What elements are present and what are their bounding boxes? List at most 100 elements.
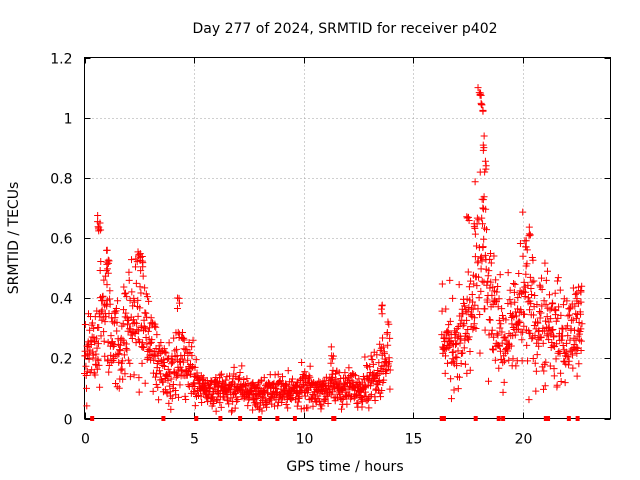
data-point	[234, 387, 241, 395]
data-point	[566, 336, 574, 344]
y-tick-label: 0.2	[50, 352, 72, 368]
data-point	[148, 336, 156, 344]
data-point	[386, 366, 394, 374]
data-point	[282, 400, 290, 408]
axis-ticks	[84, 57, 611, 420]
data-point	[577, 325, 585, 333]
data-point	[172, 373, 180, 381]
data-point	[216, 371, 224, 379]
x-tick-label: 15	[405, 432, 423, 448]
data-point	[477, 253, 485, 261]
data-point	[102, 313, 110, 321]
data-point	[514, 294, 522, 302]
data-point	[498, 305, 506, 313]
data-point	[107, 332, 115, 340]
data-point	[135, 374, 143, 382]
x-axis-label: GPS time / hours	[286, 459, 403, 475]
data-point	[456, 339, 464, 347]
data-point	[83, 402, 91, 410]
data-point	[191, 363, 199, 371]
data-point	[96, 266, 104, 274]
data-point	[125, 268, 133, 276]
data-point	[521, 293, 529, 301]
data-point	[571, 290, 579, 298]
data-point	[528, 278, 536, 286]
zero-marker	[292, 416, 297, 421]
data-point	[98, 316, 106, 324]
data-point	[253, 400, 261, 408]
data-point	[118, 365, 126, 373]
data-point	[543, 267, 551, 275]
data-point	[95, 361, 103, 369]
data-point	[479, 220, 487, 228]
data-point	[157, 339, 165, 347]
data-point	[498, 339, 506, 347]
data-point	[103, 246, 111, 254]
data-point	[306, 362, 314, 370]
data-point	[536, 314, 544, 322]
data-point	[293, 402, 301, 410]
data-point	[511, 331, 519, 339]
data-point	[480, 278, 488, 286]
data-point	[230, 363, 238, 371]
data-point	[550, 372, 558, 380]
data-point	[260, 374, 268, 382]
data-point	[516, 240, 524, 248]
data-point	[267, 394, 275, 402]
data-point	[155, 367, 163, 375]
data-point	[477, 287, 485, 295]
data-point	[115, 350, 123, 358]
data-point	[336, 395, 344, 403]
data-point	[135, 338, 143, 346]
data-point	[485, 377, 493, 385]
data-point	[530, 311, 538, 319]
data-point	[551, 289, 559, 297]
data-point	[125, 276, 133, 284]
data-point	[183, 371, 191, 379]
data-point	[128, 334, 136, 342]
data-point	[328, 355, 336, 363]
data-point	[557, 311, 565, 319]
data-point	[487, 259, 495, 267]
data-point	[153, 331, 161, 339]
data-point	[533, 301, 541, 309]
data-point	[187, 370, 195, 378]
data-point	[114, 297, 122, 305]
data-point	[499, 388, 507, 396]
data-point	[438, 280, 446, 288]
data-point	[159, 361, 167, 369]
data-point	[532, 387, 540, 395]
data-point	[146, 346, 154, 354]
data-point	[568, 345, 576, 353]
data-point	[552, 355, 560, 363]
data-point	[504, 299, 512, 307]
y-tick-label: 0.6	[50, 232, 72, 248]
data-point	[139, 272, 147, 280]
data-point	[97, 332, 105, 340]
data-point	[573, 372, 581, 380]
data-point	[378, 387, 386, 395]
data-point	[567, 304, 575, 312]
zero-marker	[161, 416, 166, 421]
data-point	[541, 317, 549, 325]
zero-marker	[496, 416, 501, 421]
data-point	[373, 351, 381, 359]
data-point	[478, 101, 486, 109]
data-point	[198, 398, 206, 406]
data-point	[510, 288, 518, 296]
data-point	[527, 285, 535, 293]
data-point	[555, 303, 563, 311]
data-point	[85, 349, 93, 357]
data-point	[462, 330, 470, 338]
data-point	[457, 335, 465, 343]
data-point	[328, 352, 336, 360]
data-point	[341, 369, 349, 377]
data-point	[481, 251, 489, 259]
data-point	[112, 379, 120, 387]
data-point	[96, 383, 104, 391]
zero-marker	[194, 416, 199, 421]
data-point	[164, 376, 172, 384]
data-point	[483, 226, 491, 234]
data-point	[466, 366, 474, 374]
